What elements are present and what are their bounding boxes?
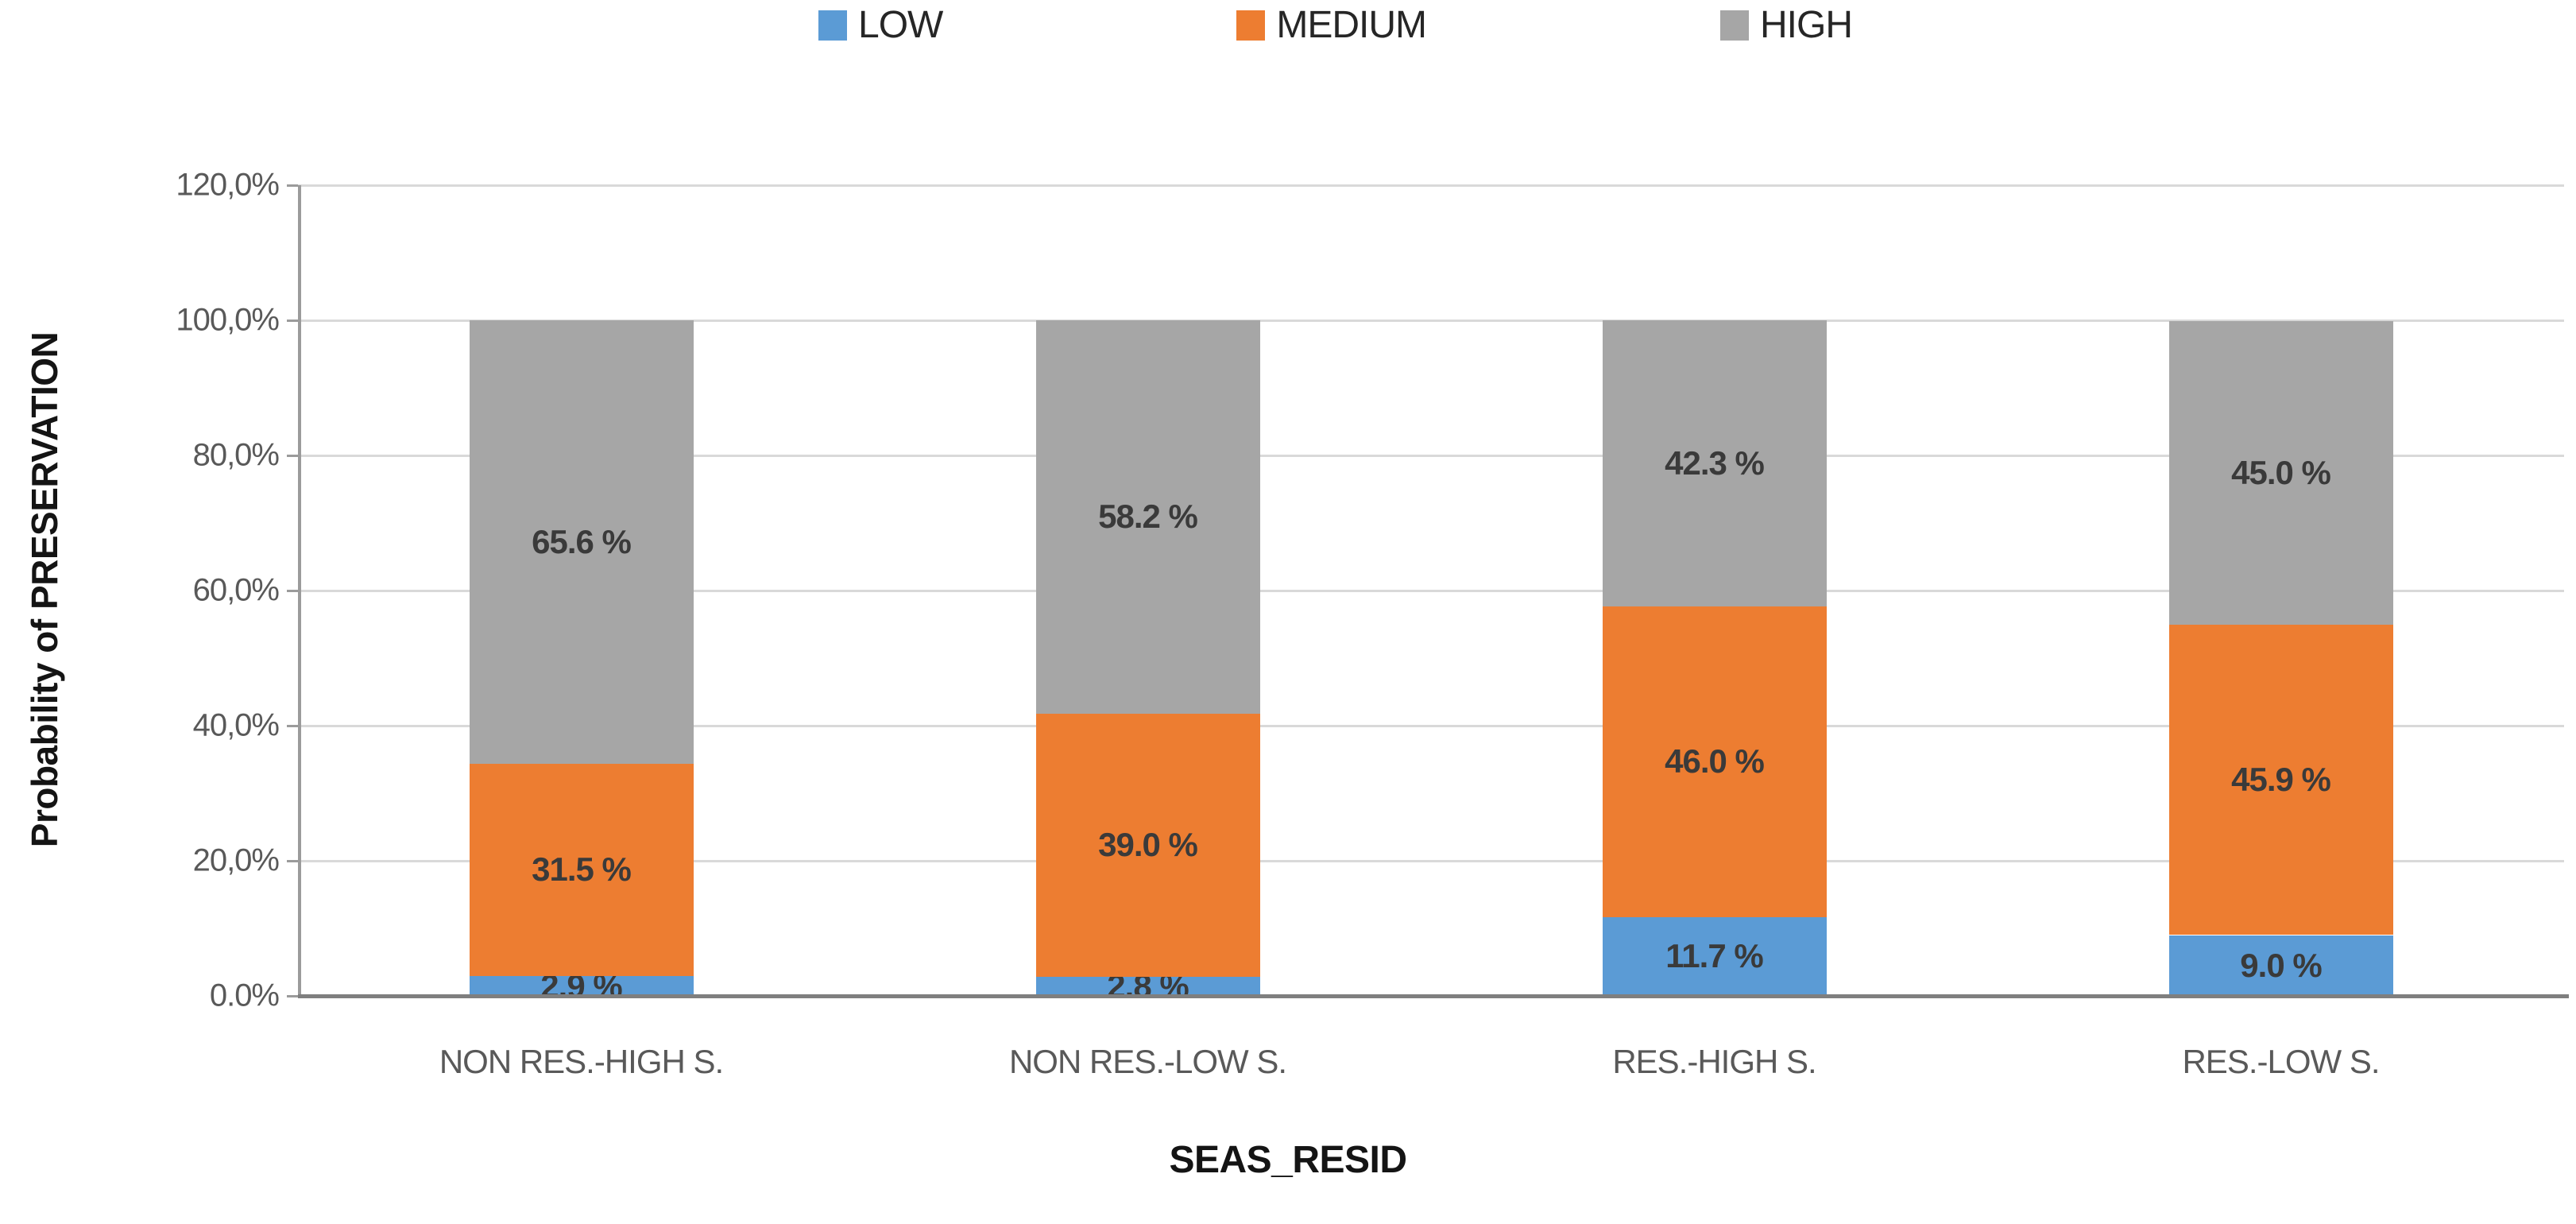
bar-data-label: 42.3 %	[1665, 444, 1765, 482]
bar-segment-high-1: 65.6 %	[469, 320, 694, 764]
gridline-40	[298, 725, 2564, 727]
y-axis-tick-label: 40,0%	[192, 707, 280, 743]
y-axis-line	[298, 185, 301, 996]
gridline-20	[298, 860, 2564, 862]
bar-data-label: 46.0 %	[1665, 742, 1765, 780]
y-axis-tick-label: 100,0%	[176, 302, 280, 338]
gridline-100	[298, 320, 2564, 322]
bar-data-label: 65.6 %	[532, 522, 632, 560]
y-axis-tick-label: 60,0%	[192, 572, 280, 608]
bar-data-label: 45.0 %	[2231, 454, 2331, 492]
legend-swatch-icon	[1720, 10, 1749, 41]
y-axis-tick-label: 80,0%	[192, 437, 280, 473]
legend: LOW MEDIUM HIGH	[818, 3, 1853, 47]
x-axis-title: SEAS_RESID	[1169, 1139, 1407, 1181]
y-axis-tick	[287, 184, 298, 187]
y-axis-tick	[287, 455, 298, 457]
bar-segment-medium-3: 46.0 %	[1602, 606, 1827, 917]
y-axis-tick-label: 120,0%	[176, 167, 280, 203]
legend-item-medium: MEDIUM	[1236, 3, 1427, 47]
bar-segment-low-2: 2.8 %	[1035, 970, 1260, 1003]
bar-data-label: 31.5 %	[532, 850, 632, 889]
legend-item-high: HIGH	[1720, 3, 1853, 47]
bar-segment-medium-4: 45.9 %	[2168, 625, 2393, 935]
x-axis-line	[298, 994, 2569, 998]
bar-segment-high-4: 45.0 %	[2168, 320, 2393, 626]
bar-segment-high-2: 58.2 %	[1035, 320, 1260, 714]
bar-segment-high-3: 42.3 %	[1602, 320, 1827, 606]
bar-segment-low-3: 11.7 %	[1602, 916, 1827, 996]
y-axis-tick-label: 20,0%	[192, 842, 280, 878]
legend-swatch-icon	[1236, 10, 1266, 41]
x-axis-category-label: RES.-LOW S.	[2182, 1043, 2380, 1080]
bar-segment-medium-1: 31.5 %	[469, 763, 694, 977]
x-axis-category-label: NON RES.-HIGH S.	[439, 1043, 724, 1080]
gridline-120	[298, 184, 2564, 187]
bar-data-label: 11.7 %	[1665, 937, 1763, 975]
legend-label: HIGH	[1760, 4, 1853, 46]
legend-label: MEDIUM	[1276, 4, 1427, 46]
x-axis-category-label: NON RES.-LOW S.	[1008, 1043, 1287, 1080]
y-axis-tick	[287, 995, 298, 997]
legend-item-low: LOW	[818, 3, 943, 47]
y-axis-tick-label: 0.0%	[209, 978, 280, 1013]
y-axis-tick	[287, 725, 298, 727]
bar-segment-low-4: 9.0 %	[2168, 935, 2393, 996]
gridline-80	[298, 455, 2564, 457]
bar-data-label: 39.0 %	[1098, 826, 1198, 864]
y-axis-tick	[287, 320, 298, 322]
y-axis-tick	[287, 590, 298, 592]
bar-data-label: 9.0 %	[2240, 946, 2322, 984]
bar-segment-low-1: 2.9 %	[469, 969, 694, 1002]
legend-label: LOW	[858, 4, 943, 46]
x-axis-category-label: RES.-HIGH S.	[1612, 1043, 1816, 1080]
y-axis-tick	[287, 860, 298, 862]
legend-swatch-icon	[818, 10, 847, 41]
gridline-60	[298, 590, 2564, 592]
bar-data-label: 58.2 %	[1098, 498, 1198, 536]
bar-data-label: 45.9 %	[2231, 761, 2331, 799]
bar-segment-medium-2: 39.0 %	[1035, 713, 1260, 978]
